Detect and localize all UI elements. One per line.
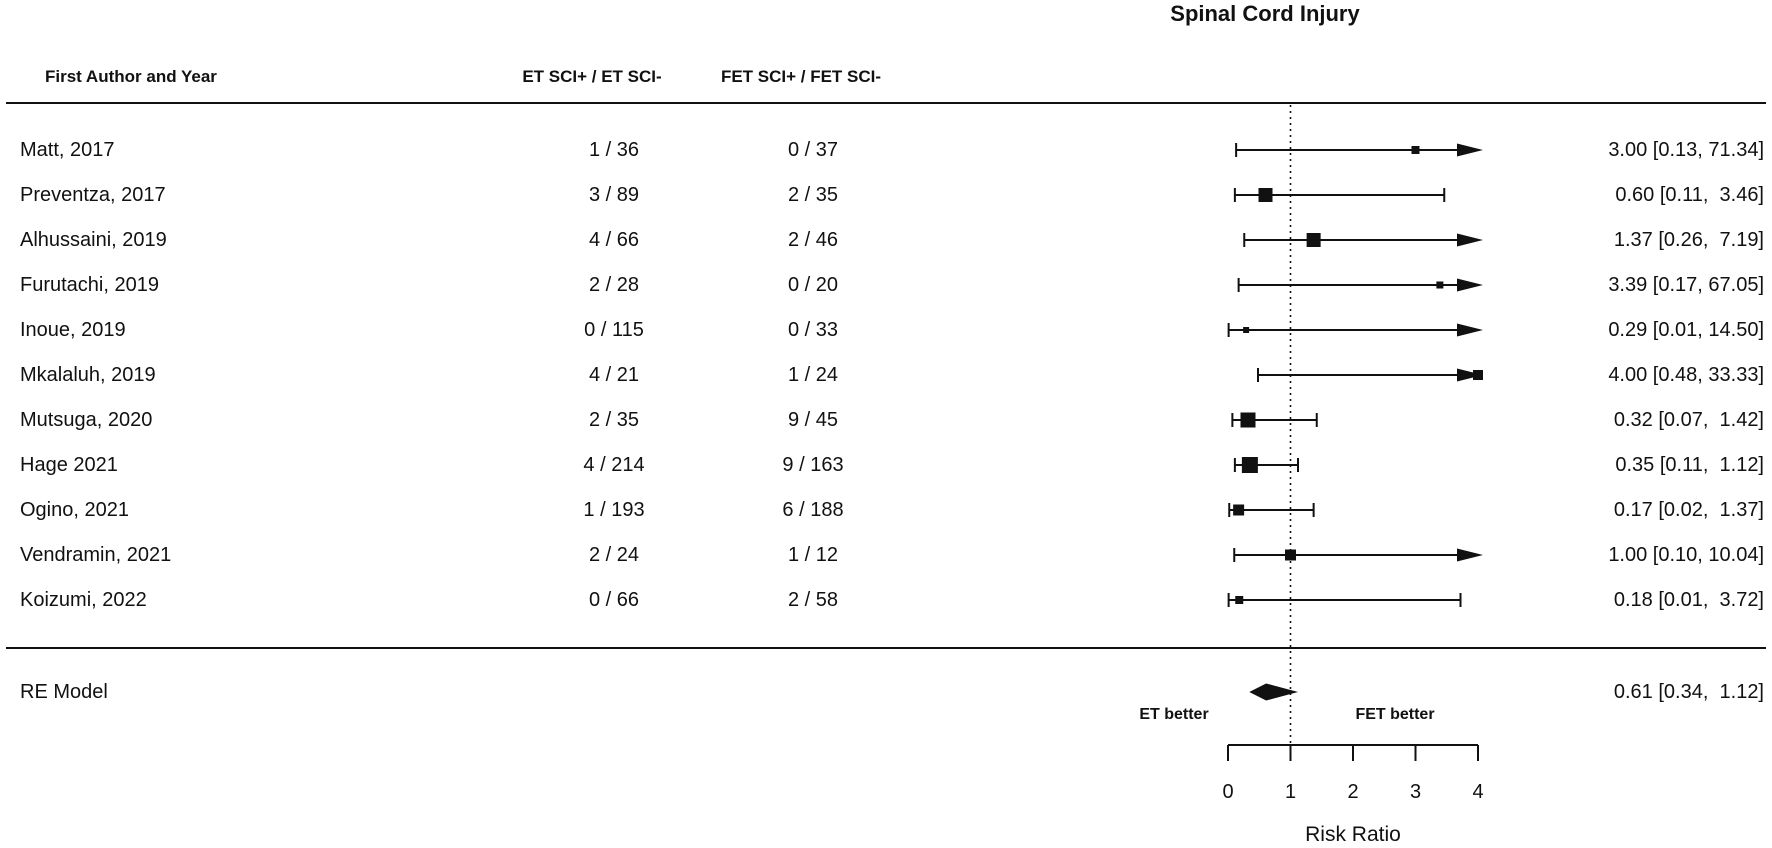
axis-tick-label: 4 [1472,781,1483,803]
fet-events-value: 9 / 163 [782,454,844,476]
et-events-value: 0 / 115 [584,319,644,341]
fet-events-value: 1 / 24 [787,364,839,386]
study-author-label: Alhussaini, 2019 [20,229,167,251]
study-author-label: Vendramin, 2021 [20,544,172,566]
figure-title: Spinal Cord Injury [1170,1,1360,26]
risk-ratio-ci-value: 0.29 [0.01, 14.50] [1608,319,1764,341]
et-events-value: 1 / 193 [583,499,645,521]
study-author-label: Mutsuga, 2020 [20,409,153,431]
arrow-head [1457,548,1483,562]
study-row: Inoue, 2019 0 / 115 0 / 33 0.29 [0.01, 14.5… [0,308,1772,352]
study-author-label: Mkalaluh, 2019 [20,364,156,386]
study-author-label: Koizumi, 2022 [20,589,147,611]
study-row: Matt, 2017 1 / 36 0 / 37 3.00 [0.13, 71.34] [0,128,1772,172]
column-header-fet: FET SCI+ / FET SCI- [720,67,882,86]
study-author-label: Preventza, 2017 [20,184,166,206]
fet-events-value: 2 / 35 [787,184,839,206]
arrow-head [1457,368,1483,382]
et-events-value: 2 / 28 [588,274,640,296]
risk-ratio-ci-value: 3.00 [0.13, 71.34] [1608,139,1764,161]
study-row: Preventza, 2017 3 / 89 2 / 35 0.60 [0.11, 3… [0,173,1772,217]
estimate-marker [1235,596,1244,604]
et-events-value: 2 / 24 [588,544,640,566]
estimate-marker [1306,233,1321,247]
risk-ratio-ci-value: 1.37 [0.26, 7.19] [1613,229,1764,251]
column-header-et: ET SCI+ / ET SCI- [522,67,662,86]
study-row: Mutsuga, 2020 2 / 35 9 / 45 0.32 [0.07, 1.4… [0,398,1772,442]
et-events-value: 0 / 66 [588,589,640,611]
axis-tick-label: 0 [1222,781,1233,803]
fet-events-value: 0 / 37 [787,139,839,161]
study-row: Vendramin, 2021 2 / 24 1 / 12 1.00 [0.10, 1… [0,533,1772,577]
risk-ratio-ci-value: 0.18 [0.01, 3.72] [1613,589,1764,611]
estimate-marker [1285,549,1296,561]
study-row: Furutachi, 2019 2 / 28 0 / 20 3.39 [0.17, 6… [0,263,1772,307]
direction-label-right: FET better [1355,706,1435,723]
arrow-head [1457,233,1483,247]
study-author-label: Furutachi, 2019 [20,274,159,296]
study-row: Ogino, 2021 1 / 193 6 / 188 0.17 [0.02, 1.3… [0,488,1772,532]
arrow-head [1457,278,1483,292]
axis-tick-label: 2 [1347,781,1358,803]
column-header-author: First Author and Year [45,67,217,86]
fet-events-value: 6 / 188 [782,499,844,521]
summary-model-label: RE Model [20,681,108,703]
fet-events-value: 1 / 12 [787,544,839,566]
direction-label-left: ET better [1139,706,1209,723]
et-events-value: 2 / 35 [588,409,640,431]
fet-events-value: 2 / 46 [787,229,839,251]
fet-events-value: 0 / 20 [787,274,839,296]
estimate-marker [1233,504,1245,516]
study-row: Hage 2021 4 / 214 9 / 163 0.35 [0.11, 1.12] [0,443,1772,487]
estimate-marker [1243,327,1250,333]
estimate-marker [1241,457,1258,473]
axis-tick-label: 1 [1285,781,1296,803]
study-row: Mkalaluh, 2019 4 / 21 1 / 24 4.00 [0.48, 33… [0,353,1772,397]
estimate-marker [1411,146,1420,154]
fet-events-value: 0 / 33 [787,319,839,341]
arrow-head [1457,143,1483,157]
summary-ci-value: 0.61 [0.34, 1.12] [1613,681,1764,703]
et-events-value: 4 / 214 [583,454,645,476]
estimate-marker [1240,412,1256,428]
study-row: Koizumi, 2022 0 / 66 2 / 58 0.18 [0.01, 3.7… [0,578,1772,622]
risk-ratio-ci-value: 3.39 [0.17, 67.05] [1608,274,1764,296]
study-row: Alhussaini, 2019 4 / 66 2 / 46 1.37 [0.26, … [0,218,1772,262]
estimate-marker [1258,188,1273,202]
risk-ratio-ci-value: 0.35 [0.11, 1.12] [1615,454,1764,476]
fet-events-value: 9 / 45 [787,409,839,431]
estimate-marker [1436,281,1444,289]
et-events-value: 4 / 21 [588,364,640,386]
risk-ratio-ci-value: 4.00 [0.48, 33.33] [1608,364,1764,386]
risk-ratio-ci-value: 1.00 [0.10, 10.04] [1608,544,1764,566]
estimate-marker [1473,370,1483,380]
summary-diamond [1249,683,1298,701]
fet-events-value: 2 / 58 [787,589,839,611]
risk-ratio-ci-value: 0.17 [0.02, 1.37] [1613,499,1764,521]
axis-title: Risk Ratio [1305,823,1401,846]
axis-tick-label: 3 [1410,781,1421,803]
study-author-label: Hage 2021 [20,454,118,476]
study-author-label: Ogino, 2021 [20,499,129,521]
risk-ratio-ci-value: 0.32 [0.07, 1.42] [1613,409,1764,431]
et-events-value: 1 / 36 [588,139,640,161]
study-author-label: Matt, 2017 [20,139,115,161]
study-author-label: Inoue, 2019 [20,319,126,341]
arrow-head [1457,323,1483,337]
risk-ratio-ci-value: 0.60 [0.11, 3.46] [1615,184,1764,206]
et-events-value: 3 / 89 [588,184,640,206]
et-events-value: 4 / 66 [588,229,640,251]
